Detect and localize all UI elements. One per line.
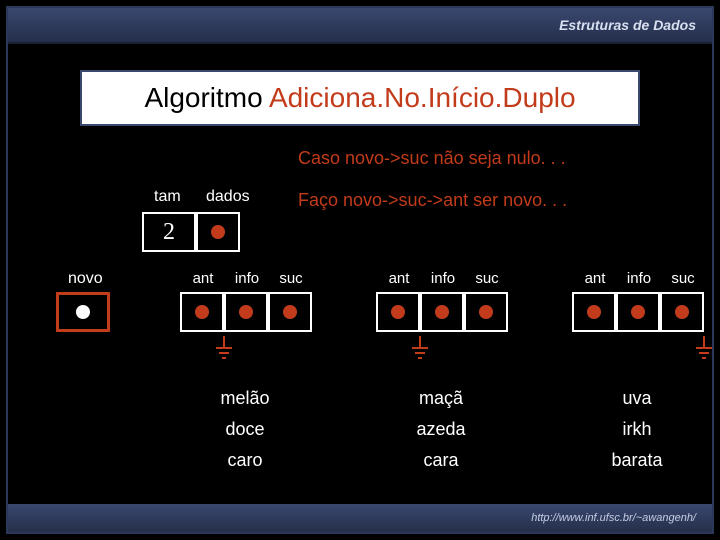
- cell-ant: [572, 292, 616, 332]
- label-ant: ant: [384, 270, 414, 287]
- data-cell: cara: [423, 450, 458, 471]
- label-suc: suc: [472, 270, 502, 287]
- label-ant: ant: [188, 270, 218, 287]
- label-suc: suc: [668, 270, 698, 287]
- list-node: [180, 292, 312, 332]
- data-cell: melão: [220, 388, 269, 409]
- cell-info: [420, 292, 464, 332]
- pointer-dot-icon: [283, 305, 297, 319]
- label-info: info: [232, 270, 262, 287]
- pointer-dot-icon: [76, 305, 90, 319]
- pointer-dot-icon: [631, 305, 645, 319]
- label-tam: tam: [154, 188, 181, 206]
- pointer-dot-icon: [675, 305, 689, 319]
- cell-ant: [376, 292, 420, 332]
- box-novo: [56, 292, 110, 332]
- pointer-dot-icon: [479, 305, 493, 319]
- node-data-2: maçã azeda cara: [376, 388, 506, 471]
- pointer-dot-icon: [391, 305, 405, 319]
- pointer-dot-icon: [435, 305, 449, 319]
- pointer-dot-icon: [239, 305, 253, 319]
- title-panel: Algoritmo Adiciona.No.Início.Duplo: [80, 70, 640, 126]
- header-bar: Estruturas de Dados: [8, 8, 712, 44]
- label-dados: dados: [206, 188, 250, 206]
- pointer-dot-icon: [587, 305, 601, 319]
- cell-ant: [180, 292, 224, 332]
- cell-info: [616, 292, 660, 332]
- list-node: [572, 292, 704, 332]
- ground-icon: [410, 336, 430, 364]
- label-novo: novo: [68, 270, 103, 288]
- node-labels-2: ant info suc: [384, 270, 502, 287]
- footer-url: http://www.inf.ufsc.br/~awangenh/: [531, 512, 696, 524]
- title-text: Algoritmo Adiciona.No.Início.Duplo: [144, 82, 575, 114]
- box-tam: 2: [142, 212, 196, 252]
- pointer-dot-icon: [195, 305, 209, 319]
- data-cell: irkh: [622, 419, 651, 440]
- cell-suc: [464, 292, 508, 332]
- tam-value: 2: [163, 219, 175, 246]
- cell-info: [224, 292, 268, 332]
- node-labels-3: ant info suc: [580, 270, 698, 287]
- data-cell: uva: [622, 388, 651, 409]
- label-ant: ant: [580, 270, 610, 287]
- caption-1: Caso novo->suc não seja nulo. . .: [298, 148, 566, 169]
- node-data-3: uva irkh barata: [572, 388, 702, 471]
- title-red: Adiciona.No.Início.Duplo: [269, 82, 576, 113]
- box-dados: [196, 212, 240, 252]
- data-cell: azeda: [416, 419, 465, 440]
- label-suc: suc: [276, 270, 306, 287]
- data-cell: doce: [225, 419, 264, 440]
- header-title: Estruturas de Dados: [559, 17, 696, 33]
- node-data-1: melão doce caro: [180, 388, 310, 471]
- label-info: info: [428, 270, 458, 287]
- data-cell: caro: [227, 450, 262, 471]
- ground-icon: [694, 336, 714, 364]
- title-black: Algoritmo: [144, 82, 269, 113]
- label-info: info: [624, 270, 654, 287]
- data-cell: barata: [611, 450, 662, 471]
- cell-suc: [660, 292, 704, 332]
- node-labels-1: ant info suc: [188, 270, 306, 287]
- footer-bar: http://www.inf.ufsc.br/~awangenh/: [8, 504, 712, 532]
- pointer-dot-icon: [211, 225, 225, 239]
- caption-2: Faço novo->suc->ant ser novo. . .: [298, 190, 567, 211]
- slide-frame: Estruturas de Dados Algoritmo Adiciona.N…: [6, 6, 714, 534]
- list-node: [376, 292, 508, 332]
- ground-icon: [214, 336, 234, 364]
- data-cell: maçã: [419, 388, 463, 409]
- cell-suc: [268, 292, 312, 332]
